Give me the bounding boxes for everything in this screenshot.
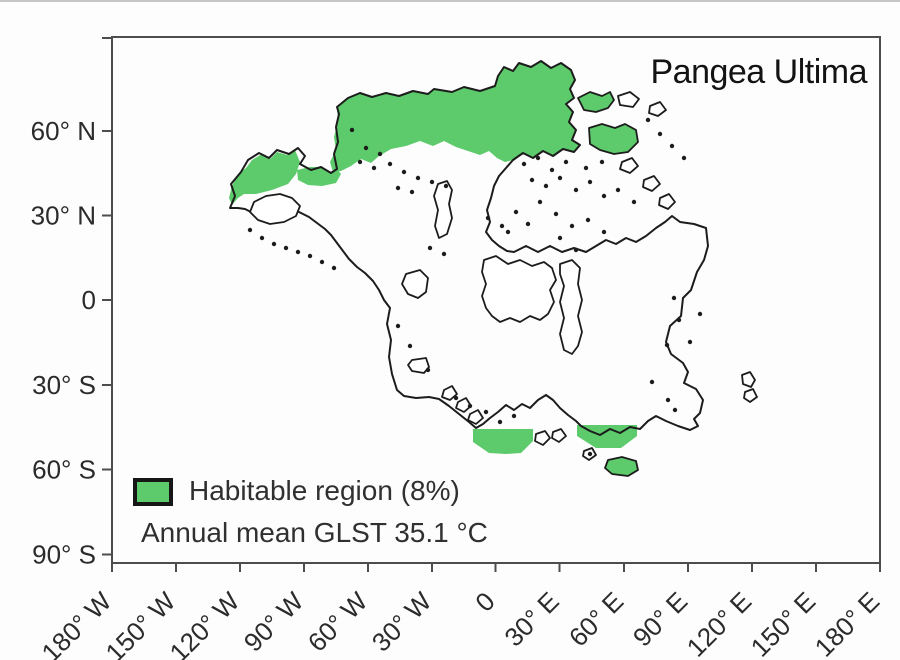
x-tick-label: 0 — [469, 586, 500, 617]
x-tick-label: 30° W — [366, 586, 438, 658]
y-tick-label: 60° N — [31, 116, 96, 146]
x-tick-label: 30° E — [498, 586, 564, 652]
x-tick-label: 90° W — [238, 586, 310, 658]
x-tick-label: 60° E — [563, 586, 629, 652]
habitable-regions — [229, 61, 637, 454]
x-tick-label: 120° W — [164, 586, 246, 660]
x-tick-label: 120° E — [681, 586, 758, 660]
islands — [441, 91, 758, 461]
y-tick-label: 30° S — [32, 370, 96, 400]
habitable-legend-label: Habitable region (8%) — [189, 475, 460, 506]
map-title: Pangea Ultima — [650, 53, 867, 91]
y-tick-label: 60° S — [32, 455, 96, 485]
annual-mean-glst-label: Annual mean GLST 35.1 °C — [141, 517, 488, 548]
continent-coastline — [229, 60, 709, 436]
x-tick-label: 180° E — [809, 586, 886, 660]
y-tick-label: 0 — [82, 285, 96, 315]
y-tick-label: 30° N — [31, 201, 96, 231]
inland-seas-lakes — [249, 180, 583, 374]
x-tick-label: 150° E — [745, 586, 822, 660]
small-island-dots — [247, 117, 703, 457]
habitable-islands — [577, 91, 639, 477]
y-tick-label: 90° S — [32, 540, 96, 570]
habitable-legend-swatch — [133, 478, 173, 506]
x-tick-label: 60° W — [302, 586, 374, 658]
